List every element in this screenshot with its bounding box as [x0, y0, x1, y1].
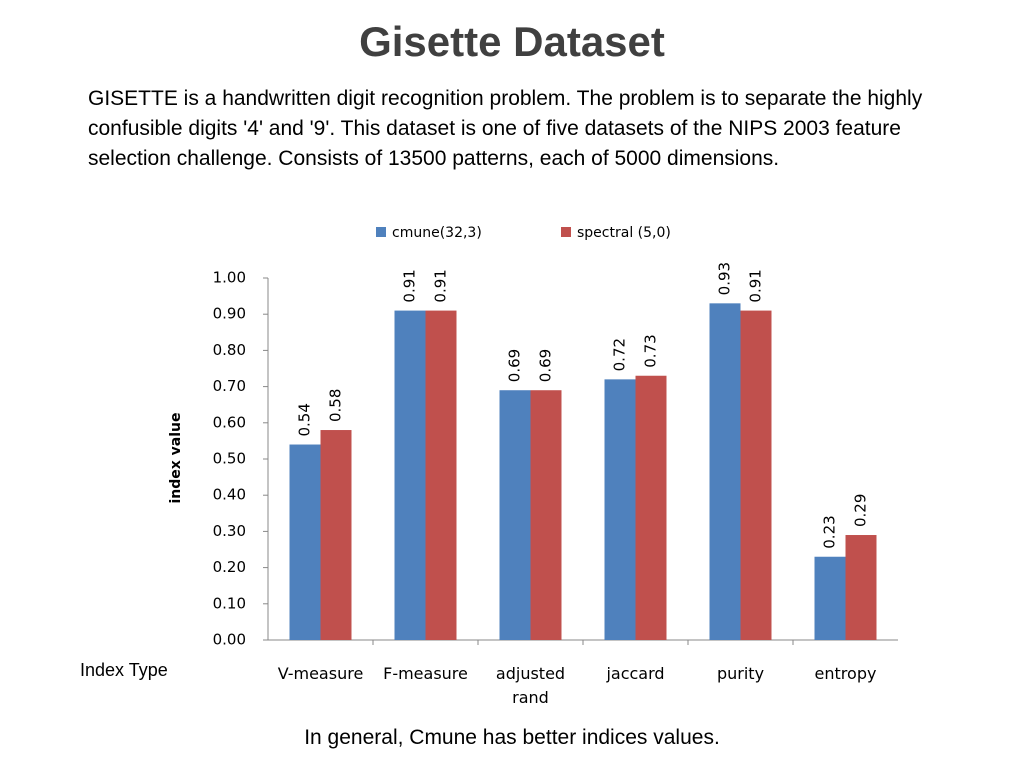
- value-label: 0.73: [642, 334, 660, 367]
- value-label: 0.93: [716, 262, 734, 295]
- x-tick-label: entropy: [814, 664, 877, 683]
- y-tick-label: 0.80: [213, 341, 246, 359]
- x-tick-label: purity: [716, 664, 765, 683]
- y-tick-label: 0.50: [213, 450, 246, 468]
- value-label: 0.72: [611, 338, 629, 371]
- x-tick-label: jaccard: [606, 664, 665, 683]
- x-axis-label: Index Type: [80, 660, 168, 680]
- value-label: 0.91: [432, 269, 450, 302]
- value-label: 0.69: [537, 349, 555, 382]
- bar: [530, 390, 562, 640]
- y-tick-label: 0.60: [213, 413, 246, 431]
- bar: [499, 390, 531, 640]
- y-tick-label: 0.40: [213, 486, 246, 504]
- bar: [425, 310, 457, 640]
- x-tick-label: F-measure: [383, 664, 468, 683]
- value-label: 0.69: [506, 349, 524, 382]
- bar: [740, 310, 772, 640]
- y-tick-label: 0.30: [213, 522, 246, 540]
- y-tick-label: 0.20: [213, 558, 246, 576]
- description: GISETTE is a handwritten digit recogniti…: [88, 87, 923, 170]
- y-tick-label: 0.90: [213, 305, 246, 323]
- bar: [635, 375, 667, 640]
- value-label: 0.23: [821, 515, 839, 548]
- value-label: 0.54: [296, 403, 314, 436]
- y-axis-label: index value: [168, 412, 184, 503]
- caption: In general, Cmune has better indices val…: [304, 726, 720, 749]
- bar: [320, 430, 352, 640]
- bar: [845, 535, 877, 640]
- x-tick-label: V-measure: [277, 664, 364, 683]
- slide-title: Gisette Dataset: [359, 18, 665, 65]
- bar: [289, 444, 321, 640]
- bar: [604, 379, 636, 640]
- x-tick-label: adjusted rand: [495, 664, 566, 707]
- value-label: 0.91: [747, 269, 765, 302]
- y-tick-label: 0.70: [213, 377, 246, 395]
- legend-label: spectral (5,0): [577, 225, 671, 241]
- bar: [394, 310, 426, 640]
- y-tick-label: 1.00: [213, 269, 246, 287]
- legend-swatch: [376, 227, 386, 237]
- bar: [814, 556, 846, 640]
- y-tick-label: 0.10: [213, 594, 246, 612]
- legend-label: cmune(32,3): [392, 225, 482, 241]
- bar: [709, 303, 741, 640]
- value-label: 0.58: [327, 389, 345, 422]
- value-label: 0.29: [852, 494, 870, 527]
- y-tick-label: 0.00: [213, 631, 246, 649]
- value-label: 0.91: [401, 269, 419, 302]
- legend-swatch: [561, 227, 571, 237]
